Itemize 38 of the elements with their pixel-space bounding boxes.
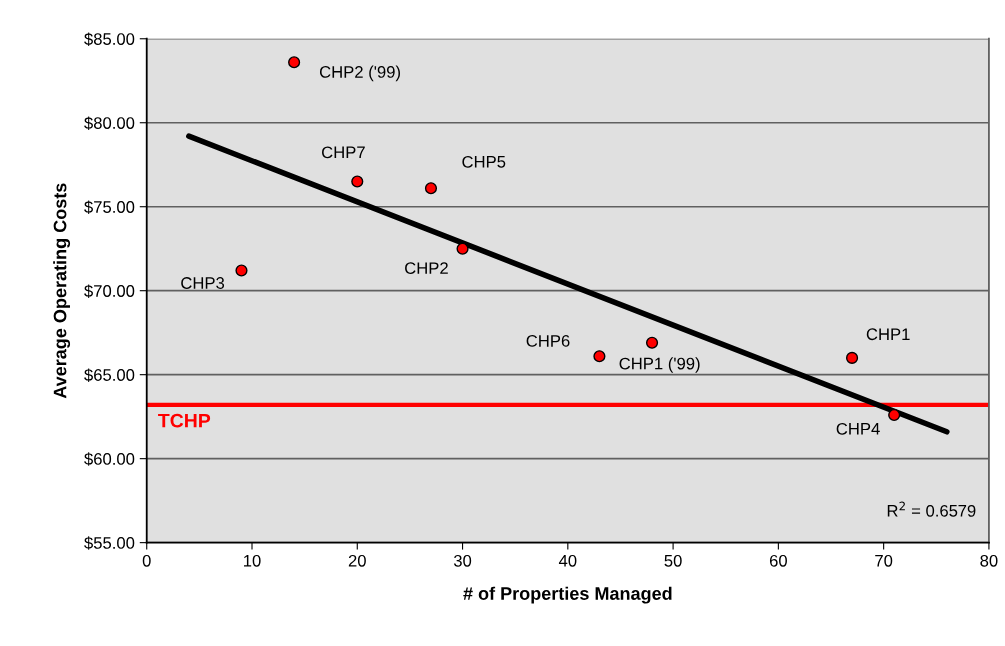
y-tick-label: $85.00 <box>84 32 135 46</box>
y-tick-label: $55.00 <box>84 536 135 550</box>
annotation: CHP7 <box>322 146 365 159</box>
y-tick-label: $60.00 <box>84 452 135 466</box>
annotation: CHP5 <box>462 155 506 168</box>
y-tick-label: $75.00 <box>84 200 135 214</box>
x-tick-label: 40 <box>558 554 577 567</box>
annotation: CHP1 ('99) <box>619 357 700 373</box>
annotation: CHP2 <box>405 262 448 275</box>
x-tick-label: 60 <box>769 554 787 567</box>
annotation: CHP1 <box>866 328 910 341</box>
point <box>645 336 659 349</box>
x-tick-label: 70 <box>875 554 893 567</box>
annotation: CHP3 <box>181 277 225 289</box>
y-tick-label: $65.00 <box>84 368 135 382</box>
x-tick-label: 50 <box>664 554 682 567</box>
point <box>888 408 901 422</box>
annotation: CHP4 <box>836 422 880 435</box>
annotation: CHP6 <box>526 334 570 347</box>
x-tick-label: 10 <box>244 554 261 567</box>
y-tick-label: $80.00 <box>84 116 135 130</box>
x-tick-label: 0 <box>142 554 151 567</box>
point <box>845 351 859 364</box>
ref-line-label: TCHP <box>158 413 211 428</box>
x-tick-label: 30 <box>453 554 472 567</box>
y-axis-title: Average Operating Costs <box>53 183 71 399</box>
point <box>351 175 364 188</box>
x-tick-label: 80 <box>980 554 998 567</box>
annotation: R$^{2}$ = 0.6579 <box>887 501 976 517</box>
x-axis-title: # of Properties Managed <box>463 586 672 604</box>
y-tick-label: $70.00 <box>84 284 135 298</box>
annotation: CHP2 ('99) <box>319 65 400 82</box>
point <box>593 350 606 363</box>
x-tick-label: 20 <box>348 554 366 567</box>
point <box>288 56 301 69</box>
point <box>424 182 438 195</box>
point <box>456 242 469 255</box>
point <box>235 264 248 277</box>
